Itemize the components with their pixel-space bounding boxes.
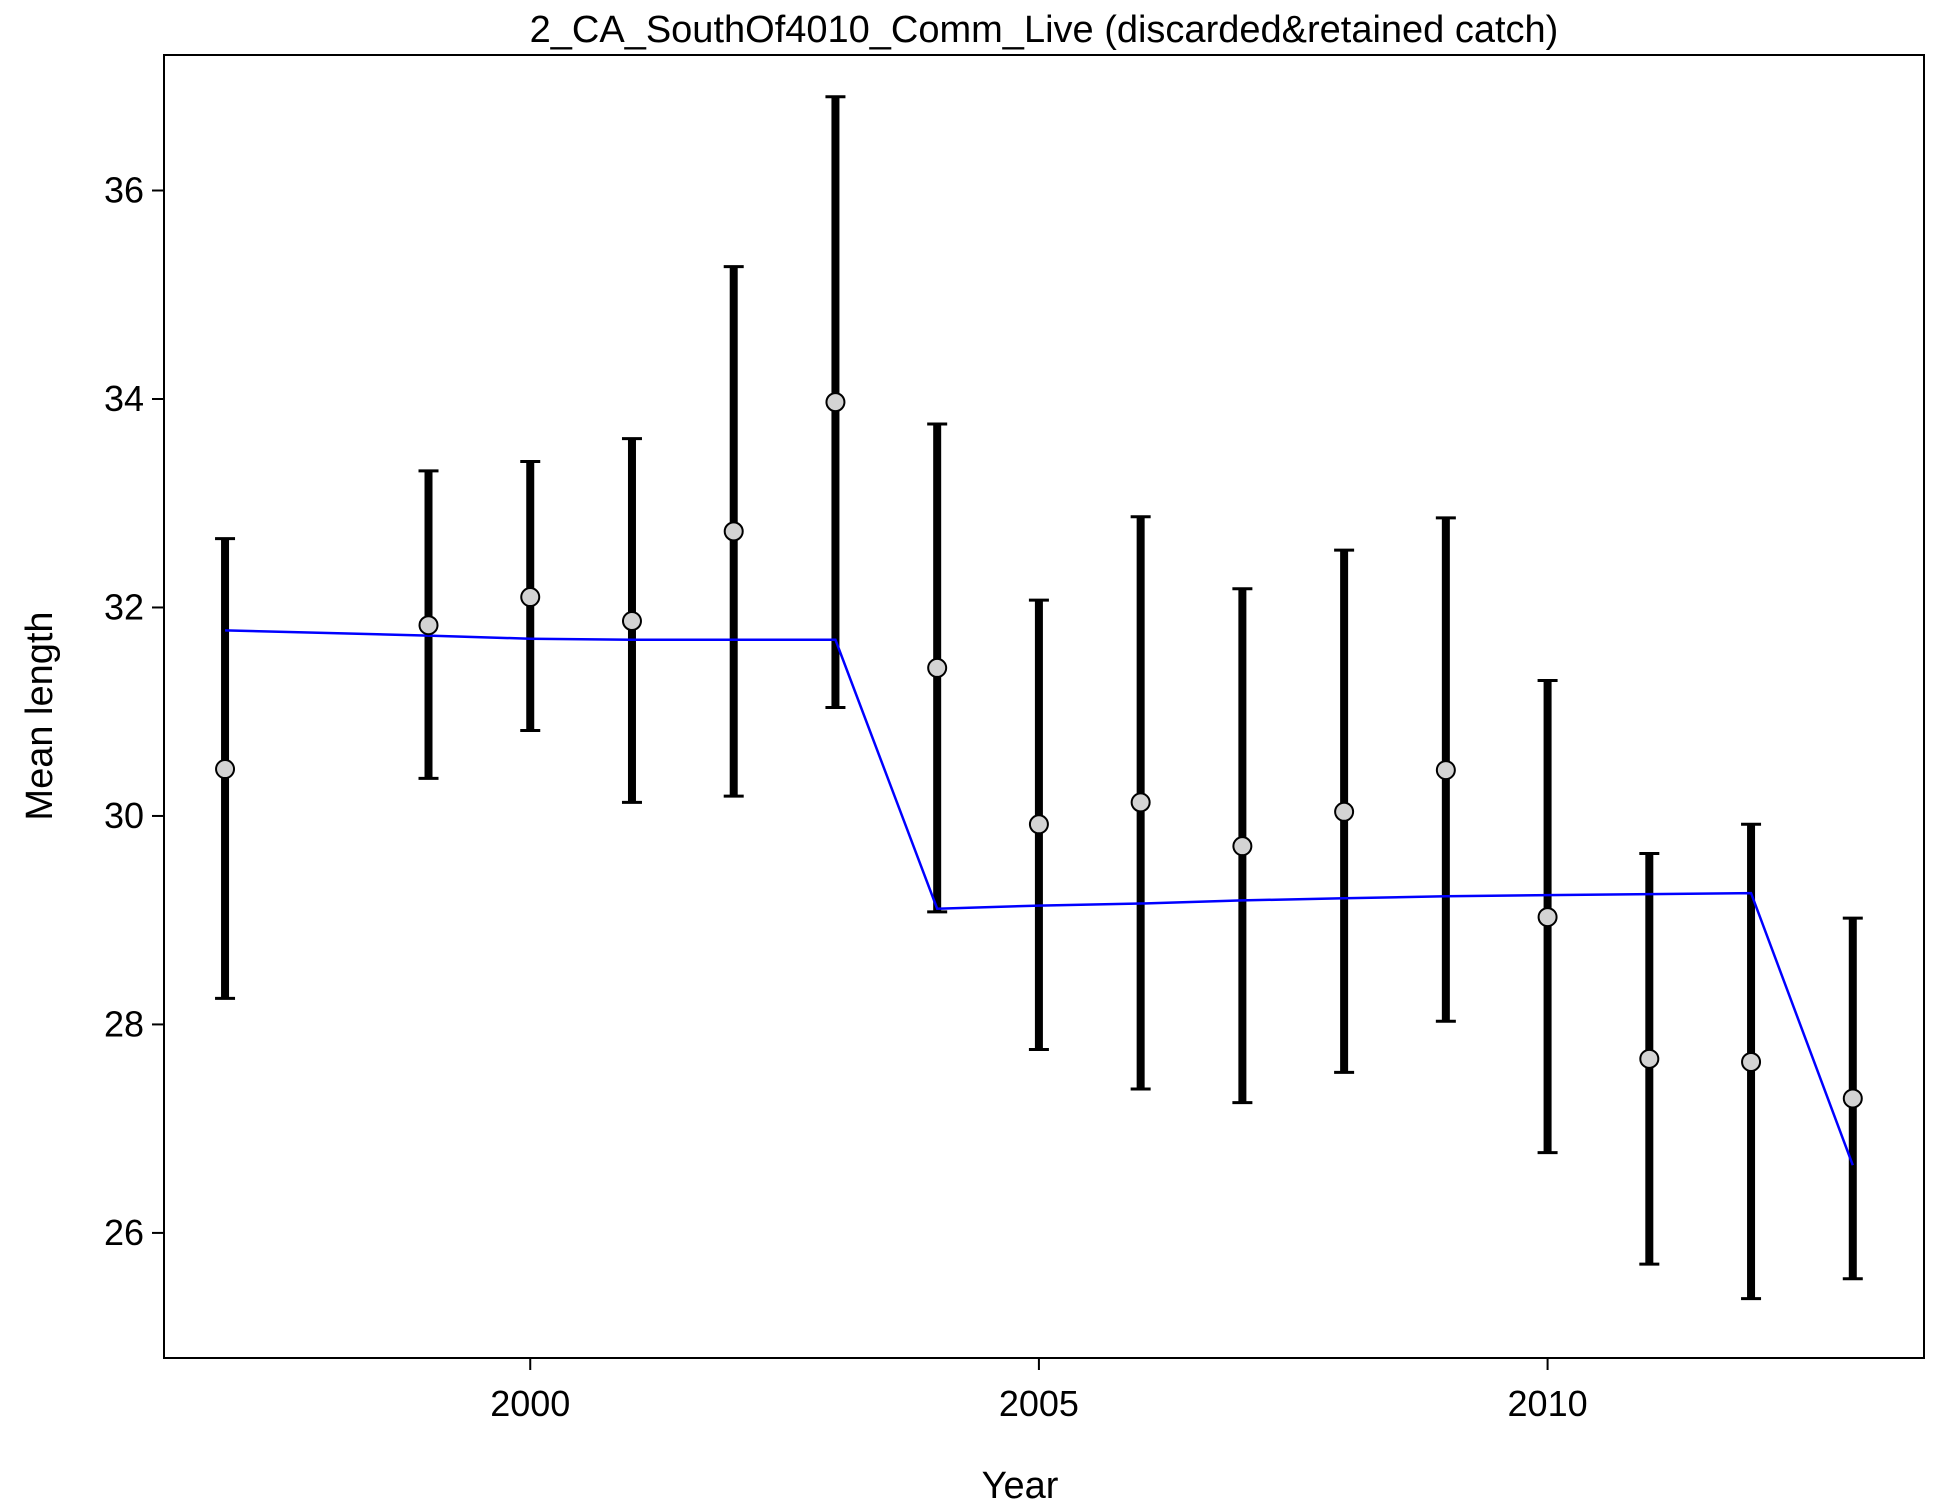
observed-point-2005 [1028, 814, 1049, 835]
x-tick-label-2000: 2000 [490, 1383, 570, 1424]
x-axis-label: Year [982, 1465, 1059, 1500]
expected-line-layer [225, 629, 1854, 1166]
observed-point-2000 [520, 587, 541, 608]
y-tick-label-36: 36 [104, 170, 144, 211]
y-tick-label-30: 30 [104, 795, 144, 836]
observed-point-2013 [1842, 1088, 1863, 1109]
errorbar-layer [215, 95, 1863, 1301]
y-tick-label-34: 34 [104, 378, 144, 419]
y-axis: 26 28 30 32 34 36 [104, 170, 165, 1253]
observed-points-layer [215, 392, 1863, 1109]
observed-point-2012 [1741, 1051, 1762, 1072]
observed-point-2003 [825, 392, 846, 413]
x-tick-label-2005: 2005 [999, 1383, 1079, 1424]
observed-point-2007 [1232, 836, 1253, 857]
y-tick-label-26: 26 [104, 1212, 144, 1253]
expected-line [225, 629, 1854, 1166]
observed-point-1997 [215, 759, 236, 780]
observed-point-2002 [723, 521, 744, 542]
x-tick-label-2010: 2010 [1508, 1383, 1588, 1424]
x-axis: 2000 2005 2010 [490, 1357, 1588, 1424]
observed-point-1999 [418, 615, 439, 636]
observed-point-2006 [1130, 792, 1151, 813]
observed-point-2011 [1639, 1048, 1660, 1069]
y-tick-label-32: 32 [104, 586, 144, 627]
observed-point-2010 [1537, 907, 1558, 928]
observed-point-2001 [621, 611, 642, 632]
observed-point-2008 [1334, 801, 1355, 822]
chart-title: 2_CA_SouthOf4010_Comm_Live (discarded&re… [530, 9, 1559, 51]
y-axis-label: Mean length [19, 611, 61, 820]
y-tick-label-28: 28 [104, 1003, 144, 1044]
observed-point-2004 [927, 657, 948, 678]
observed-point-2009 [1435, 760, 1456, 781]
